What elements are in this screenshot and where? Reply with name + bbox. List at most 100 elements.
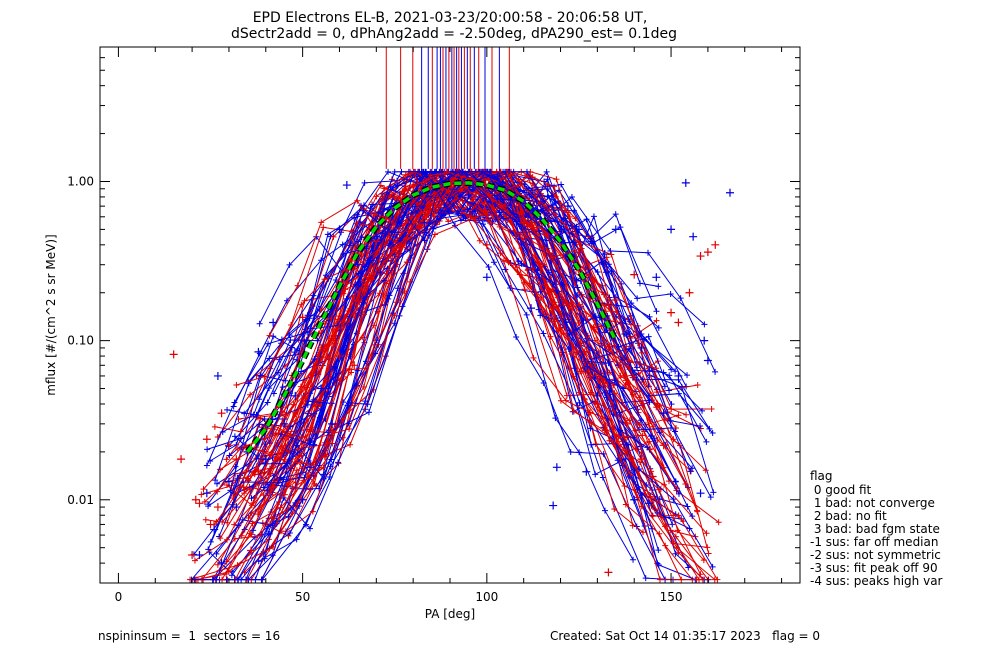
data-point [527,304,536,313]
data-point [689,513,696,520]
data-point [513,333,520,340]
data-point [317,343,326,352]
data-point [562,318,569,325]
data-point [634,295,641,302]
data-point [675,412,682,419]
data-point [711,240,720,249]
data-point [354,211,361,218]
data-point [615,433,622,440]
data-point [687,468,694,475]
data-point [701,321,708,328]
data-point [654,400,661,407]
data-point [689,232,698,241]
data-point [537,288,544,295]
data-point [423,168,430,175]
data-point [584,363,591,370]
data-point [237,428,244,435]
data-point [270,515,277,522]
data-point [328,315,335,322]
data-point [485,263,492,270]
data-point [360,383,367,390]
data-point [574,292,581,299]
chart-title-line2: dSectr2add = 0, dPhAng2add = -2.50deg, d… [231,26,677,42]
data-point [582,467,591,476]
data-point [639,529,646,536]
data-point [310,442,317,449]
data-point [573,277,580,284]
data-point [494,196,501,203]
data-point [523,168,530,175]
data-point [674,371,683,380]
data-point [342,279,351,288]
data-point [177,455,186,464]
data-point [576,301,583,308]
data-point [672,550,679,557]
data-point [392,238,399,245]
data-point [445,207,452,214]
x-tick-label: 50 [295,590,310,604]
data-point [399,303,406,310]
data-point [310,396,317,403]
data-point [473,189,480,196]
data-point [661,481,668,488]
data-point [372,232,381,241]
data-point [602,269,609,276]
data-point [248,495,255,502]
data-point [557,397,564,404]
data-point [528,221,535,228]
data-point [250,527,257,534]
data-point [611,342,618,349]
data-point [306,463,314,472]
data-point [583,216,590,223]
y-axis-label: mflux [#/(cm^2 s sr MeV)] [44,234,58,395]
data-point [464,191,473,200]
data-point [251,534,258,541]
data-point [685,288,694,297]
data-point [340,251,347,258]
data-point [569,231,576,238]
data-point [590,213,597,220]
data-point [551,211,558,218]
legend-item: -4 sus: peaks high var [810,574,943,588]
data-point [638,331,645,338]
data-point [195,499,204,508]
data-point [468,212,475,219]
data-point [279,409,286,416]
data-point [309,508,316,515]
data-point [211,423,218,430]
data-point [214,480,221,487]
data-point [198,491,205,498]
data-point [219,518,226,525]
data-point [615,343,622,350]
data-point [289,485,296,492]
data-point [335,225,344,234]
data-point [530,354,537,361]
data-point [523,311,530,318]
data-point [576,399,583,406]
data-point [411,203,418,210]
data-point [298,313,307,322]
data-point [261,373,268,380]
data-point [205,503,212,510]
data-point [639,340,646,347]
data-point [294,282,301,289]
data-point [515,176,522,183]
data-point [654,436,661,443]
data-point [261,455,270,464]
data-point [715,519,722,526]
pa-distribution-line [240,176,662,580]
data-point [630,270,639,279]
data-point [611,225,620,234]
data-point [360,207,367,214]
data-point [294,449,301,456]
data-point [636,394,643,401]
data-point [696,489,705,498]
data-point [608,251,615,258]
legend-item: 0 good fit [810,483,872,497]
data-point [655,562,662,569]
data-point [188,550,197,559]
data-point [490,259,497,266]
data-point [389,245,396,252]
data-point [347,441,354,448]
data-point [653,308,660,315]
